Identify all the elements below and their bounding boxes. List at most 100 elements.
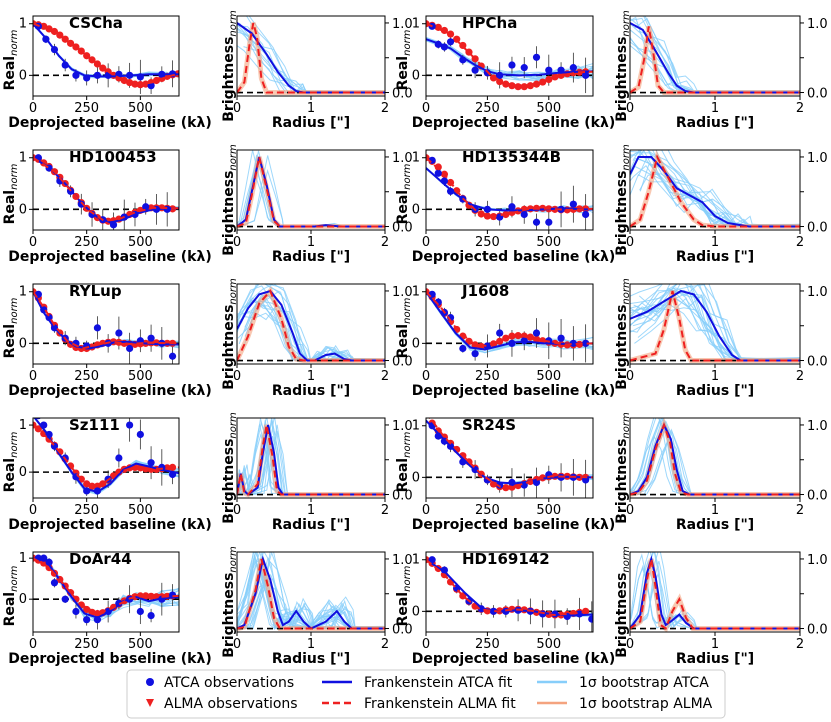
alma-point: [489, 74, 498, 82]
y-tick-label: 1.0: [392, 553, 413, 568]
bootstrap-alma-band: [237, 286, 385, 363]
x-tick-label: 250: [74, 503, 99, 518]
bootstrap-atca-line: [237, 418, 382, 495]
y-tick-label: 1.0: [807, 151, 828, 166]
y-axis-label: Brightnessnorm: [221, 10, 239, 122]
alma-fit-line: [630, 558, 800, 631]
x-tick-label: 2: [381, 369, 389, 384]
image-panel-Sz111: 1.0 0.0 0 1 2 Radius ["] Brightnessnorm: [221, 412, 413, 533]
alma-fit-line: [426, 558, 593, 617]
legend-label: Frankenstein ALMA fit: [364, 696, 516, 712]
y-tick-label: 0.0: [392, 623, 413, 638]
y-axis-label: Brightnessnorm: [614, 144, 632, 256]
x-tick-label: 250: [74, 369, 99, 384]
y-axis-label: Realnorm: [2, 163, 20, 224]
y-axis-label: Realnorm: [395, 163, 413, 224]
y-tick-label: 1.0: [807, 285, 828, 300]
atca-point: [147, 611, 155, 620]
source-label: HD100453: [69, 148, 157, 166]
x-tick-label: 250: [74, 637, 99, 652]
source-label: SR24S: [462, 416, 516, 434]
atca-fit-line: [33, 23, 179, 78]
image-panel-HPCha: 1.0 0.0 0 1 2 Radius ["] Brightnessnorm: [614, 10, 828, 131]
x-tick-label: 500: [128, 235, 153, 250]
x-axis-label: Radius ["]: [272, 517, 350, 533]
atca-point: [545, 218, 553, 226]
x-axis-label: Deprojected baseline (kλ): [412, 651, 616, 667]
alma-fit-line: [237, 558, 385, 630]
x-tick-label: 0: [626, 503, 634, 518]
atca-point: [83, 616, 91, 624]
image-panel-SR24S: 1.0 0.0 0 1 2 Radius ["] Brightnessnorm: [614, 412, 828, 533]
plot-frame: [425, 149, 594, 231]
image-panel-HD100453: 1.0 0.0 0 1 2 Radius ["] Brightnessnorm: [221, 144, 413, 265]
y-axis-label: Realnorm: [2, 29, 20, 90]
x-tick-label: 2: [381, 503, 389, 518]
x-axis-label: Radius ["]: [676, 517, 754, 533]
y-tick-label: 0: [19, 592, 27, 607]
y-tick-label: 1.0: [392, 151, 413, 166]
x-tick-label: 500: [536, 503, 561, 518]
plot-frame: [32, 15, 180, 97]
y-axis-label: Brightnessnorm: [614, 278, 632, 390]
bootstrap-atca-line: [237, 424, 382, 496]
bootstrap-atca-line: [630, 284, 797, 362]
plot-frame: [425, 417, 594, 499]
bootstrap-atca-line: [237, 300, 385, 361]
source-label: HD135344B: [462, 148, 561, 166]
atca-fit-line: [630, 555, 800, 630]
atca-point: [532, 53, 541, 61]
atca-point: [136, 430, 144, 439]
x-axis-label: Radius ["]: [272, 115, 350, 131]
alma-fit-line: [630, 421, 800, 496]
atca-point: [588, 615, 593, 623]
y-axis-label: Realnorm: [395, 29, 413, 90]
legend-item: 1σ bootstrap ALMA: [537, 696, 713, 712]
x-tick-label: 0: [422, 369, 430, 384]
x-tick-label: 0: [626, 637, 634, 652]
image-panel-HD135344B: 1.0 0.0 0 1 2 Radius ["] Brightnessnorm: [614, 144, 828, 265]
y-tick-label: 0: [19, 336, 27, 351]
y-tick-label: 0.0: [807, 87, 828, 102]
legend-label: ALMA observations: [164, 696, 298, 712]
x-tick-label: 250: [475, 369, 500, 384]
bootstrap-atca-line: [630, 152, 799, 228]
x-axis-label: Radius ["]: [676, 651, 754, 667]
y-tick-label: 0: [412, 336, 420, 351]
x-tick-label: 0: [233, 235, 241, 250]
alma-fit-line: [428, 418, 593, 488]
y-tick-label: 0.0: [392, 221, 413, 236]
y-tick-label: 0.0: [807, 355, 828, 370]
atca-fit-line: [237, 555, 385, 630]
y-tick-label: 0.0: [807, 489, 828, 504]
y-tick-label: 1: [412, 553, 420, 568]
alma-fit-line: [426, 156, 593, 218]
atca-point: [446, 187, 455, 195]
plot-frame: [32, 551, 180, 633]
y-tick-label: 0: [19, 202, 27, 217]
x-axis-label: Deprojected baseline (kλ): [412, 249, 616, 265]
legend-label: 1σ bootstrap ALMA: [579, 696, 713, 712]
bootstrap-atca-line: [630, 289, 799, 362]
bootstrap-atca-line: [238, 578, 385, 630]
atca-point: [459, 344, 467, 353]
x-tick-label: 0: [422, 503, 430, 518]
x-tick-label: 1: [307, 369, 315, 384]
x-tick-label: 500: [128, 503, 153, 518]
atca-point: [520, 337, 528, 345]
x-tick-label: 2: [796, 235, 804, 250]
legend-label: ATCA observations: [164, 675, 294, 691]
x-axis-label: Deprojected baseline (kλ): [8, 651, 212, 667]
x-tick-label: 1: [307, 503, 315, 518]
bootstrap-atca-line: [632, 572, 800, 630]
x-tick-label: 250: [475, 235, 500, 250]
alma-fit-line: [237, 424, 385, 496]
y-tick-label: 1.0: [807, 553, 828, 568]
source-label: HPCha: [462, 14, 517, 32]
plot-frame: [425, 15, 594, 97]
